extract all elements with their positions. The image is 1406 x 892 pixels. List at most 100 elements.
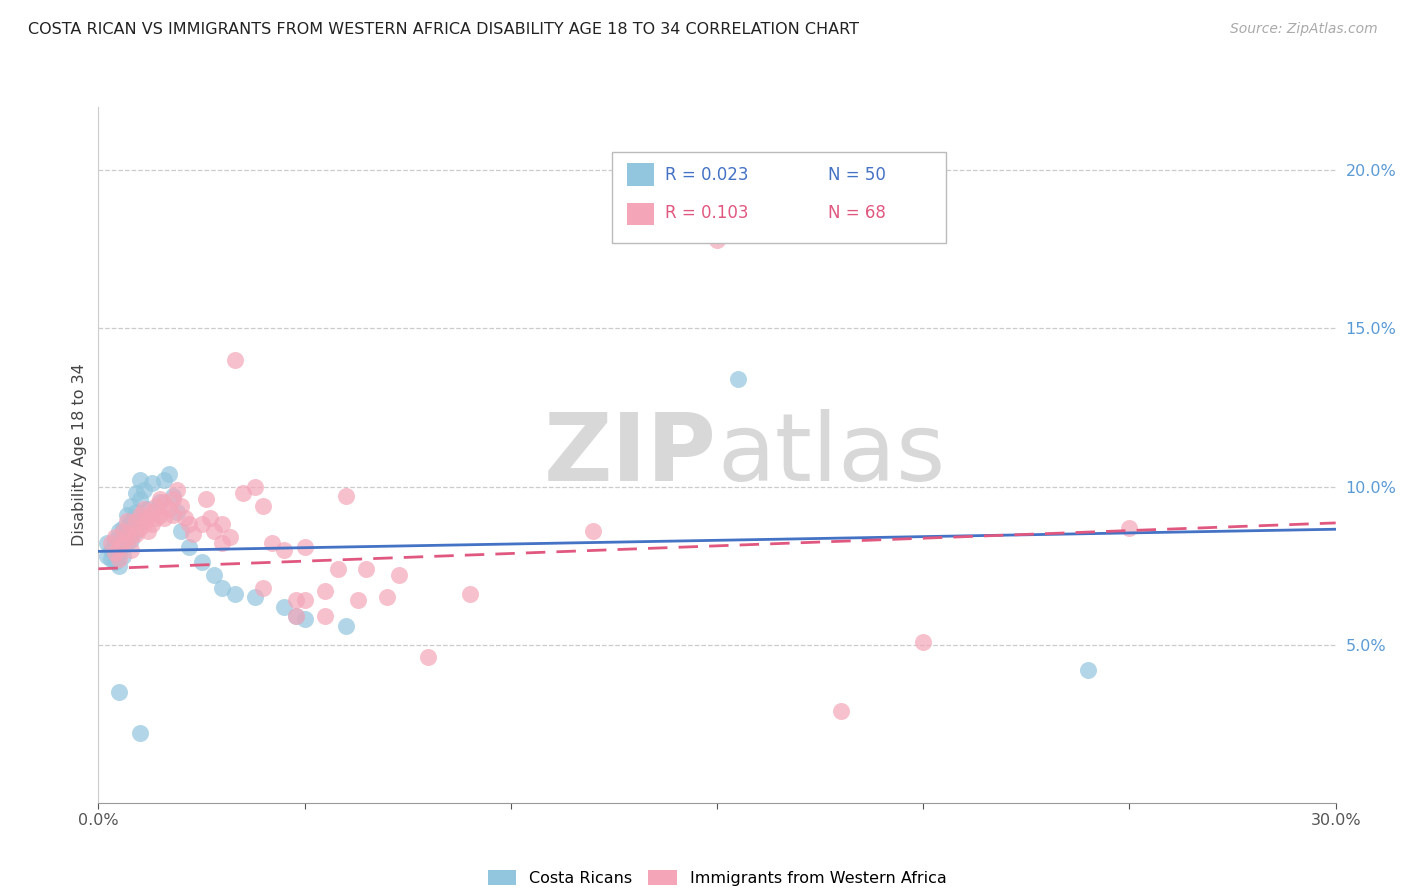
Point [108, 685, 131, 699]
Point [153, 511, 176, 525]
Point [128, 514, 150, 528]
Point [314, 583, 336, 598]
Text: N = 68: N = 68 [828, 204, 886, 222]
Point [124, 514, 146, 528]
Point [132, 483, 155, 497]
Point [285, 593, 308, 607]
Point [211, 517, 233, 532]
Point [128, 508, 150, 522]
Point [141, 517, 163, 532]
Point [190, 517, 212, 532]
Point [285, 609, 308, 624]
Point [179, 540, 201, 554]
Point [128, 521, 150, 535]
Point [335, 489, 357, 503]
FancyBboxPatch shape [612, 153, 946, 243]
Point [120, 514, 142, 528]
Point [112, 536, 135, 550]
Point [96, 549, 118, 563]
Point [314, 609, 336, 624]
Point [145, 499, 167, 513]
Point [326, 562, 349, 576]
Point [219, 530, 242, 544]
Point [128, 726, 150, 740]
Point [149, 508, 172, 522]
Point [120, 530, 142, 544]
Point [170, 499, 193, 513]
Point [294, 540, 316, 554]
Point [112, 533, 135, 548]
Point [294, 593, 316, 607]
Point [120, 499, 142, 513]
Point [108, 524, 131, 538]
Text: R = 0.103: R = 0.103 [665, 204, 748, 222]
Point [912, 179, 935, 194]
Point [252, 581, 274, 595]
Point [104, 546, 127, 560]
Point [912, 634, 935, 648]
Point [170, 524, 193, 538]
Point [166, 505, 188, 519]
Point [104, 533, 127, 548]
Point [162, 492, 184, 507]
Point [830, 704, 852, 718]
Point [117, 524, 139, 538]
Point [108, 536, 131, 550]
Point [347, 593, 370, 607]
Point [132, 501, 155, 516]
Point [128, 473, 150, 487]
Point [100, 536, 122, 550]
Point [104, 530, 127, 544]
Point [202, 568, 225, 582]
Point [117, 536, 139, 550]
Point [117, 508, 139, 522]
Point [166, 483, 188, 497]
Text: COSTA RICAN VS IMMIGRANTS FROM WESTERN AFRICA DISABILITY AGE 18 TO 34 CORRELATIO: COSTA RICAN VS IMMIGRANTS FROM WESTERN A… [28, 22, 859, 37]
Point [224, 587, 246, 601]
Point [232, 486, 254, 500]
Point [120, 533, 142, 548]
Point [356, 562, 378, 576]
Point [157, 501, 180, 516]
Point [285, 609, 308, 624]
Point [149, 495, 172, 509]
Point [162, 508, 184, 522]
Point [145, 511, 167, 525]
Point [190, 556, 212, 570]
Point [1118, 521, 1140, 535]
Point [117, 527, 139, 541]
Point [418, 650, 440, 665]
Point [108, 552, 131, 566]
Point [243, 591, 266, 605]
Point [224, 353, 246, 368]
Point [162, 489, 184, 503]
Text: Source: ZipAtlas.com: Source: ZipAtlas.com [1230, 22, 1378, 37]
Point [211, 536, 233, 550]
Point [727, 372, 749, 386]
Point [294, 612, 316, 626]
Point [108, 558, 131, 573]
Bar [627, 203, 654, 226]
Point [375, 591, 398, 605]
Text: N = 50: N = 50 [828, 166, 886, 184]
Point [458, 587, 481, 601]
Point [153, 473, 176, 487]
Point [120, 542, 142, 557]
Point [388, 568, 411, 582]
Point [104, 546, 127, 560]
Point [335, 618, 357, 632]
Point [96, 536, 118, 550]
Point [198, 511, 221, 525]
Point [153, 495, 176, 509]
Point [128, 492, 150, 507]
Point [136, 511, 159, 525]
Legend: Costa Ricans, Immigrants from Western Africa: Costa Ricans, Immigrants from Western Af… [488, 870, 946, 886]
Point [273, 599, 295, 614]
Point [181, 527, 204, 541]
Point [104, 556, 127, 570]
Point [112, 521, 135, 535]
Point [1077, 663, 1099, 677]
Text: R = 0.023: R = 0.023 [665, 166, 748, 184]
Bar [627, 163, 654, 186]
Point [124, 505, 146, 519]
